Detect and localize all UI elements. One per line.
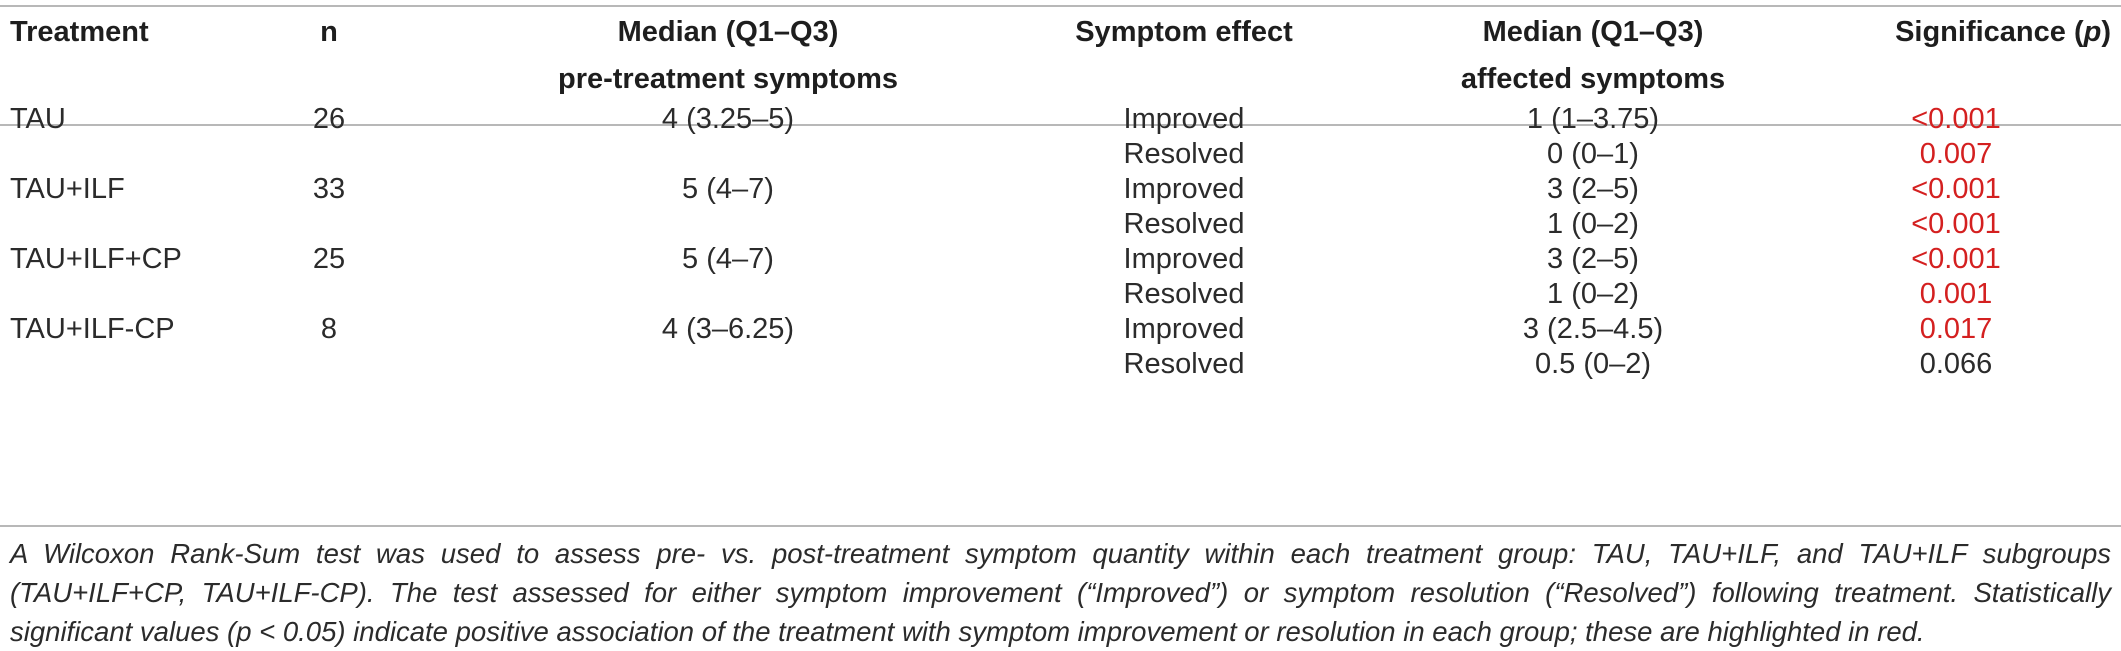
cell-pre-treatment: 4 (3.25–5): [661, 103, 795, 135]
cell-affected: 3 (2–5): [1547, 243, 1639, 275]
cell-symptom-effect: Resolved: [1123, 278, 1245, 310]
header-aff-line1: Median (Q1–Q3): [1482, 16, 1704, 48]
cell-significance: <0.001: [1911, 103, 2001, 135]
cell-n: 26: [312, 103, 346, 135]
cell-affected: 0 (0–1): [1547, 138, 1639, 170]
header-treatment: Treatment: [10, 16, 149, 48]
cell-treatment: TAU: [10, 103, 66, 135]
cell-symptom-effect: Resolved: [1123, 208, 1245, 240]
table-top-rule: [0, 5, 2121, 7]
header-affected: Median (Q1–Q3) affected symptoms: [1383, 12, 1803, 99]
cell-significance: 0.001: [1919, 278, 1993, 310]
header-pre-treatment: Median (Q1–Q3) pre-treatment symptoms: [478, 12, 978, 99]
cell-significance: 0.017: [1919, 313, 1993, 345]
header-significance-prefix: Significance (: [1895, 16, 2084, 48]
cell-affected: 1 (0–2): [1547, 278, 1639, 310]
cell-affected: 3 (2–5): [1547, 173, 1639, 205]
cell-affected: 3 (2.5–4.5): [1522, 313, 1664, 345]
cell-affected: 0.5 (0–2): [1534, 348, 1652, 380]
cell-symptom-effect: Resolved: [1123, 348, 1245, 380]
cell-symptom-effect: Improved: [1123, 243, 1245, 275]
header-aff-line2: affected symptoms: [1460, 63, 1726, 95]
table-header-rule: [0, 124, 2121, 126]
header-significance: Significance (p): [1895, 12, 2111, 52]
header-significance-suffix: ): [2101, 16, 2111, 48]
cell-symptom-effect: Improved: [1123, 313, 1245, 345]
header-pre-line1: Median (Q1–Q3): [617, 16, 839, 48]
cell-significance: 0.007: [1919, 138, 1993, 170]
cell-significance: <0.001: [1911, 208, 2001, 240]
cell-treatment: TAU+ILF: [10, 173, 125, 205]
cell-significance: <0.001: [1911, 243, 2001, 275]
table-footnote: A Wilcoxon Rank-Sum test was used to ass…: [10, 538, 2111, 647]
cell-pre-treatment: 5 (4–7): [682, 243, 774, 275]
cell-symptom-effect: Improved: [1123, 173, 1245, 205]
header-pre-line2: pre-treatment symptoms: [557, 63, 899, 95]
cell-n: 33: [312, 173, 346, 205]
cell-affected: 1 (0–2): [1547, 208, 1639, 240]
cell-symptom-effect: Resolved: [1123, 138, 1245, 170]
header-n: n: [320, 16, 338, 48]
cell-n: 25: [312, 243, 346, 275]
cell-symptom-effect: Improved: [1123, 103, 1245, 135]
cell-treatment: TAU+ILF-CP: [10, 313, 175, 345]
table-bottom-rule: [0, 525, 2121, 527]
cell-pre-treatment: 4 (3–6.25): [661, 313, 795, 345]
cell-significance: 0.066: [1919, 348, 1993, 380]
cell-significance: <0.001: [1911, 173, 2001, 205]
cell-pre-treatment: 5 (4–7): [682, 173, 774, 205]
header-significance-p: p: [2083, 16, 2102, 48]
header-symptom-effect: Symptom effect: [1075, 16, 1293, 48]
cell-treatment: TAU+ILF+CP: [10, 243, 182, 275]
cell-n: 8: [320, 313, 338, 345]
cell-affected: 1 (1–3.75): [1526, 103, 1660, 135]
